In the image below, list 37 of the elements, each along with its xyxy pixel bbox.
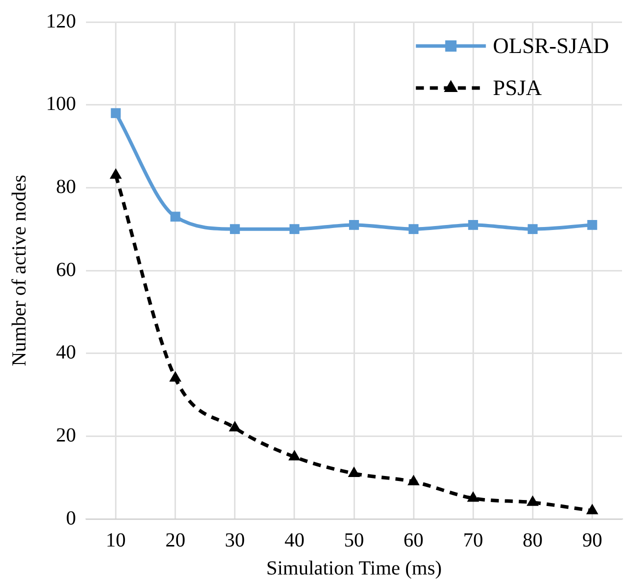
point [528, 224, 538, 234]
point [348, 466, 360, 477]
x-axis-title: Simulation Time (ms) [266, 557, 442, 580]
point [110, 108, 121, 118]
point [407, 474, 420, 486]
x-tick-label: 40 [284, 529, 304, 552]
y-tick-label: 120 [46, 10, 76, 32]
point [526, 495, 539, 506]
point [468, 220, 478, 230]
point [228, 420, 241, 432]
y-tick-label: 20 [56, 424, 76, 446]
point [230, 224, 240, 234]
y-tick-label: 80 [56, 176, 76, 198]
point [169, 371, 182, 382]
x-tick-label: 10 [106, 529, 126, 552]
point [170, 212, 180, 222]
y-tick-label: 60 [56, 258, 76, 281]
x-tick-label: 60 [404, 529, 424, 552]
x-tick-label: 80 [522, 529, 543, 552]
y-tick-label: 0 [66, 507, 76, 530]
point [349, 220, 359, 230]
point [587, 220, 598, 230]
y-axis-title: Number of active nodes [8, 174, 30, 366]
x-tick-label: 20 [165, 529, 186, 552]
y-tick-label: 100 [46, 93, 76, 116]
x-tick-label: 50 [344, 529, 364, 552]
point [289, 224, 300, 234]
x-tick-label: 70 [463, 529, 484, 552]
x-tick-label: 90 [582, 529, 602, 552]
legend-label: OLSR-SJAD [492, 32, 610, 58]
point [586, 504, 598, 514]
y-tick-label: 40 [56, 342, 76, 364]
point [408, 224, 419, 234]
point [467, 491, 480, 502]
point [288, 450, 301, 460]
legend-label: PSJA [492, 74, 542, 100]
x-tick-label: 30 [224, 529, 245, 552]
